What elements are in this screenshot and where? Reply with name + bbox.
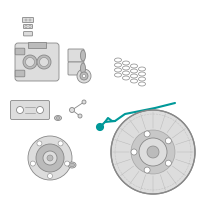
FancyBboxPatch shape: [68, 62, 84, 75]
Circle shape: [30, 161, 35, 166]
Circle shape: [70, 108, 74, 112]
FancyBboxPatch shape: [15, 70, 25, 77]
Ellipse shape: [54, 116, 62, 120]
Circle shape: [65, 161, 70, 166]
Circle shape: [144, 131, 150, 137]
Ellipse shape: [80, 50, 86, 61]
Circle shape: [47, 155, 53, 161]
Ellipse shape: [80, 63, 86, 74]
Ellipse shape: [80, 72, 88, 80]
Circle shape: [40, 58, 48, 66]
Circle shape: [78, 114, 82, 118]
Circle shape: [139, 138, 167, 166]
Circle shape: [28, 136, 72, 180]
FancyBboxPatch shape: [15, 48, 25, 55]
FancyBboxPatch shape: [22, 18, 34, 22]
Circle shape: [36, 106, 44, 114]
FancyBboxPatch shape: [68, 49, 84, 62]
Ellipse shape: [83, 74, 86, 77]
Circle shape: [131, 149, 137, 155]
Circle shape: [26, 58, 35, 66]
Circle shape: [58, 141, 63, 146]
Circle shape: [111, 110, 195, 194]
Circle shape: [48, 173, 52, 178]
Ellipse shape: [77, 69, 91, 83]
Ellipse shape: [68, 162, 76, 168]
Circle shape: [29, 19, 31, 21]
Circle shape: [25, 19, 27, 21]
Circle shape: [82, 100, 86, 104]
Circle shape: [165, 160, 171, 166]
Ellipse shape: [56, 116, 60, 119]
Circle shape: [165, 138, 171, 144]
Circle shape: [16, 106, 24, 114]
Circle shape: [144, 167, 150, 173]
Circle shape: [37, 141, 42, 146]
FancyBboxPatch shape: [10, 100, 50, 119]
Ellipse shape: [70, 163, 74, 167]
FancyBboxPatch shape: [15, 43, 59, 81]
Circle shape: [147, 146, 159, 158]
Circle shape: [96, 123, 104, 130]
Bar: [28, 42, 46, 48]
Circle shape: [37, 55, 51, 69]
Circle shape: [43, 151, 57, 165]
FancyBboxPatch shape: [24, 32, 32, 36]
Circle shape: [36, 144, 64, 172]
Circle shape: [25, 25, 27, 27]
FancyBboxPatch shape: [24, 24, 32, 28]
Circle shape: [23, 55, 37, 69]
Circle shape: [29, 25, 31, 27]
Circle shape: [131, 130, 175, 174]
